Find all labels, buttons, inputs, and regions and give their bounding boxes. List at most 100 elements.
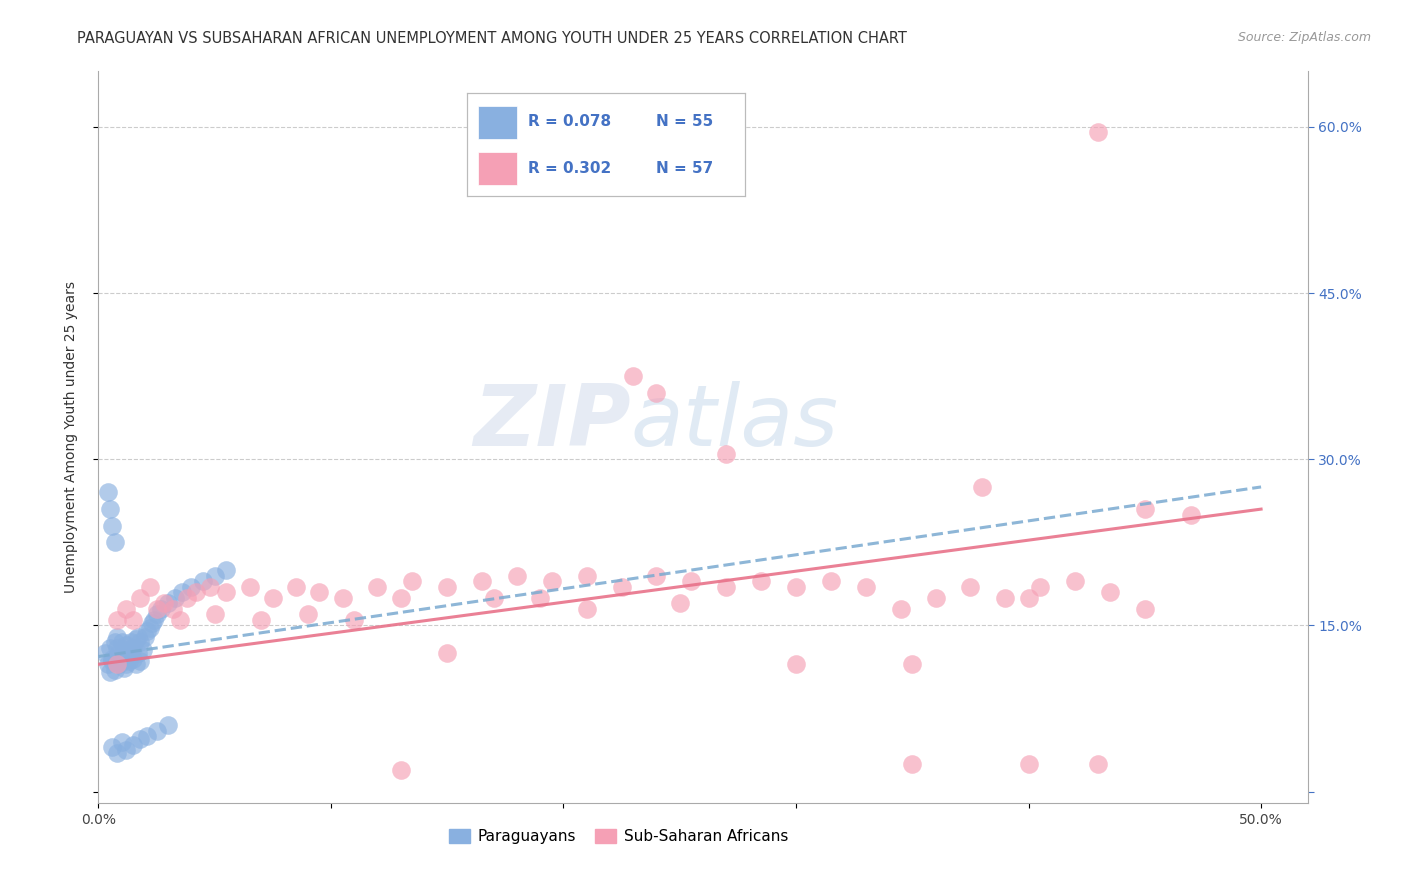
Point: [716, 447, 738, 461]
Point: [436, 580, 458, 594]
Point: [104, 663, 127, 677]
Point: [105, 640, 128, 655]
Point: [150, 602, 173, 616]
Point: [118, 646, 141, 660]
Point: [389, 591, 412, 605]
Point: [749, 574, 772, 589]
Point: [575, 568, 598, 582]
Point: [401, 574, 423, 589]
Point: [105, 651, 128, 665]
Point: [901, 657, 924, 672]
Point: [540, 574, 562, 589]
Point: [157, 718, 180, 732]
Point: [215, 585, 238, 599]
Point: [890, 602, 912, 616]
Point: [1133, 502, 1156, 516]
Point: [97, 485, 120, 500]
Point: [104, 535, 127, 549]
Point: [134, 630, 156, 644]
Point: [152, 596, 174, 610]
Point: [215, 563, 238, 577]
Point: [98, 502, 121, 516]
Point: [1029, 580, 1052, 594]
Point: [204, 607, 226, 622]
Point: [101, 740, 124, 755]
Y-axis label: Unemployment Among Youth under 25 years: Unemployment Among Youth under 25 years: [63, 281, 77, 593]
Point: [575, 602, 598, 616]
Point: [98, 665, 121, 679]
Point: [239, 580, 262, 594]
Point: [129, 591, 152, 605]
Point: [820, 574, 842, 589]
Point: [115, 639, 138, 653]
Point: [115, 742, 138, 756]
Text: Source: ZipAtlas.com: Source: ZipAtlas.com: [1237, 31, 1371, 45]
Point: [785, 580, 807, 594]
Point: [1133, 602, 1156, 616]
Point: [645, 385, 668, 400]
Point: [122, 651, 145, 665]
Point: [366, 580, 388, 594]
Point: [136, 624, 159, 638]
Point: [105, 657, 128, 672]
Point: [122, 640, 145, 655]
Point: [136, 729, 159, 743]
Point: [124, 657, 146, 672]
Point: [108, 657, 131, 672]
Point: [1064, 574, 1087, 589]
Point: [141, 616, 163, 631]
Point: [165, 591, 187, 605]
Point: [157, 596, 180, 610]
Point: [105, 630, 128, 644]
Legend: Paraguayans, Sub-Saharan Africans: Paraguayans, Sub-Saharan Africans: [443, 822, 794, 850]
Point: [1098, 585, 1121, 599]
Point: [308, 585, 330, 599]
Point: [145, 602, 167, 616]
Point: [1087, 125, 1109, 139]
Point: [924, 591, 946, 605]
Point: [668, 596, 690, 610]
Point: [471, 574, 494, 589]
Point: [138, 621, 160, 635]
Point: [645, 568, 668, 582]
Point: [127, 630, 149, 644]
Point: [124, 632, 146, 646]
Point: [115, 602, 138, 616]
Point: [250, 613, 273, 627]
Point: [176, 591, 198, 605]
Point: [129, 731, 152, 746]
Point: [204, 568, 226, 582]
Point: [112, 660, 135, 674]
Text: atlas: atlas: [630, 381, 838, 464]
Point: [621, 369, 644, 384]
Point: [1018, 757, 1040, 772]
Point: [482, 591, 505, 605]
Point: [184, 585, 207, 599]
Point: [127, 646, 149, 660]
Point: [97, 657, 120, 672]
Point: [180, 580, 202, 594]
Point: [138, 580, 160, 594]
Text: ZIP: ZIP: [472, 381, 630, 464]
Point: [716, 580, 738, 594]
Point: [101, 651, 124, 665]
Point: [101, 518, 124, 533]
Point: [111, 635, 134, 649]
Point: [262, 591, 284, 605]
Point: [389, 763, 412, 777]
Point: [1018, 591, 1040, 605]
Point: [94, 646, 117, 660]
Point: [129, 654, 152, 668]
Point: [112, 643, 135, 657]
Point: [198, 580, 221, 594]
Point: [115, 657, 138, 672]
Point: [120, 635, 142, 649]
Point: [105, 613, 128, 627]
Point: [436, 646, 458, 660]
Point: [901, 757, 924, 772]
Point: [1087, 757, 1109, 772]
Point: [122, 738, 145, 752]
Point: [118, 654, 141, 668]
Point: [108, 646, 131, 660]
Point: [297, 607, 319, 622]
